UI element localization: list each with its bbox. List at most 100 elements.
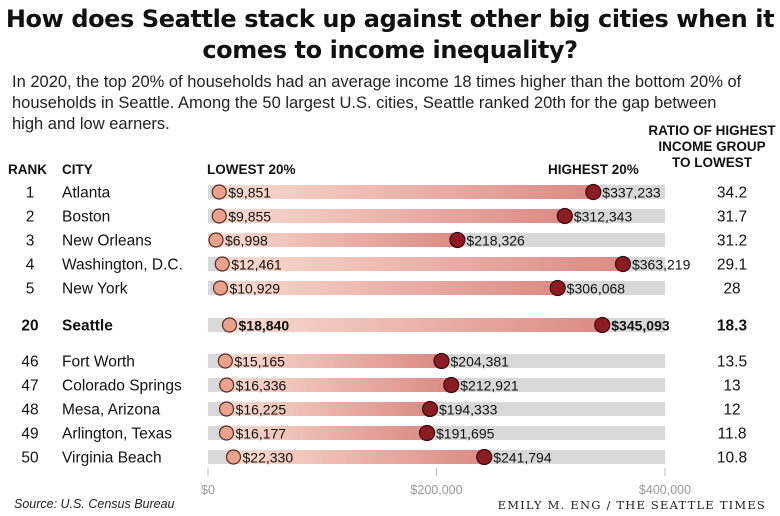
city-row: 1 Atlanta $9,851 $337,233 34.2 <box>26 183 747 202</box>
source-note: Source: U.S. Census Bureau <box>14 497 175 511</box>
ratio-value: 11.8 <box>717 426 746 443</box>
highest-value-label: $212,921 <box>460 378 519 394</box>
highlight-row: 20 Seattle $18,840 $345,093 18.3 <box>21 316 748 335</box>
city-label: New Orleans <box>62 233 152 250</box>
city-label: New York <box>62 281 128 298</box>
lowest-value-label: $12,461 <box>231 257 282 273</box>
lowest-20-dot <box>211 184 227 200</box>
rank-label: 20 <box>21 318 38 335</box>
rank-label: 1 <box>26 185 35 202</box>
rank-label: 3 <box>26 233 35 250</box>
city-row: 3 New Orleans $6,998 $218,326 31.2 <box>26 231 747 250</box>
rank-header: RANK <box>8 162 47 177</box>
city-label: Mesa, Arizona <box>62 402 161 419</box>
lowest-value-label: $16,177 <box>235 426 286 442</box>
highest-20-dot <box>556 207 573 225</box>
lowest-20-dot <box>218 425 235 441</box>
highest-20-dot <box>443 376 460 394</box>
income-gap-bar <box>229 318 603 332</box>
income-gap-bar <box>226 378 452 392</box>
city-row: 50 Virginia Beach $22,330 $241,794 10.8 <box>21 448 747 467</box>
rank-label: 5 <box>26 281 35 298</box>
ratio-value: 12 <box>723 402 740 419</box>
rank-label: 46 <box>21 354 38 371</box>
ratio-value: 28 <box>723 281 740 298</box>
income-gap-bar <box>222 257 623 271</box>
credit-line: EMILY M. ENG / THE SEATTLE TIMES <box>497 498 766 512</box>
ratio-value: 18.3 <box>717 318 748 335</box>
lowest-value-label: $16,336 <box>236 378 287 394</box>
lowest-value-label: $6,998 <box>225 233 268 249</box>
city-row: 46 Fort Worth $15,165 $204,381 13.5 <box>21 352 747 371</box>
highest-value-label: $218,326 <box>466 233 525 249</box>
income-gap-bar <box>220 281 558 295</box>
city-label: Colorado Springs <box>62 378 182 395</box>
chart-subtitle: In 2020, the top 20% of households had a… <box>12 73 742 133</box>
lowest-value-label: $9,855 <box>228 209 271 225</box>
lowest-20-dot <box>221 317 238 333</box>
highest-value-label: $337,233 <box>602 185 661 201</box>
rank-label: 49 <box>21 426 38 443</box>
city-row: 49 Arlington, Texas $16,177 $191,695 11.8 <box>21 424 747 443</box>
x-tick-label: $0 <box>201 483 215 497</box>
highest-20-dot <box>594 316 611 334</box>
highest-header: HIGHEST 20% <box>548 162 639 177</box>
rank-label: 47 <box>21 378 38 395</box>
city-label: Seattle <box>62 318 113 335</box>
city-label: Washington, D.C. <box>62 257 183 274</box>
city-row: 48 Mesa, Arizona $16,225 $194,333 12 <box>21 400 741 419</box>
lowest-value-label: $18,840 <box>239 318 290 334</box>
highest-value-label: $306,068 <box>567 281 626 297</box>
income-gap-bar <box>219 185 594 199</box>
rank-label: 48 <box>21 402 38 419</box>
lowest-20-dot <box>219 377 235 393</box>
lowest-20-dot <box>217 353 233 369</box>
lowest-20-dot <box>211 208 227 224</box>
highest-value-label: $241,794 <box>493 450 552 466</box>
ratio-header: RATIO OF HIGHEST INCOME GROUP TO LOWEST <box>648 123 776 170</box>
lowest-value-label: $10,929 <box>229 281 280 297</box>
highest-value-label: $194,333 <box>439 402 498 418</box>
x-tick-label: $200,000 <box>410 483 462 497</box>
ratio-value: 31.2 <box>717 233 747 250</box>
lowest-value-label: $15,165 <box>234 354 285 370</box>
ratio-value: 31.7 <box>717 209 747 226</box>
ratio-value: 29.1 <box>717 257 747 274</box>
rank-label: 2 <box>26 209 35 226</box>
income-gap-bar <box>215 233 458 247</box>
lowest-20-dot <box>218 401 235 417</box>
city-label: Boston <box>62 209 110 226</box>
highest-20-dot <box>476 448 493 466</box>
ratio-value: 34.2 <box>717 185 747 202</box>
highest-value-label: $191,695 <box>436 426 495 442</box>
x-tick-label: $400,000 <box>639 483 691 497</box>
income-gap-bar <box>219 209 565 223</box>
lowest-value-label: $22,330 <box>243 450 294 466</box>
lowest-header: LOWEST 20% <box>207 162 296 177</box>
city-label: Arlington, Texas <box>62 426 172 443</box>
highest-value-label: $363,219 <box>632 257 691 273</box>
lowest-20-dot <box>225 449 242 465</box>
income-gap-bar <box>226 426 428 440</box>
lowest-20-dot <box>208 232 224 248</box>
city-row: 5 New York $10,929 $306,068 28 <box>26 279 741 298</box>
income-gap-bar <box>225 354 442 368</box>
city-label: Atlanta <box>62 185 111 202</box>
rank-label: 4 <box>26 257 35 274</box>
city-row: 2 Boston $9,855 $312,343 31.7 <box>26 207 747 226</box>
city-header: CITY <box>62 162 93 177</box>
income-gap-bar <box>233 450 485 464</box>
highest-20-dot <box>585 183 602 201</box>
city-label: Fort Worth <box>62 354 135 371</box>
lowest-20-dot <box>214 256 230 272</box>
highest-20-dot <box>433 352 450 370</box>
ratio-value: 10.8 <box>717 450 747 467</box>
highest-20-dot <box>418 424 436 442</box>
lowest-20-dot <box>212 280 229 296</box>
lowest-value-label: $9,851 <box>228 185 271 201</box>
city-row: 4 Washington, D.C. $12,461 $363,219 29.1 <box>26 255 747 274</box>
city-label: Virginia Beach <box>62 450 162 467</box>
highest-value-label: $345,093 <box>611 318 670 334</box>
highest-20-dot <box>614 255 632 273</box>
